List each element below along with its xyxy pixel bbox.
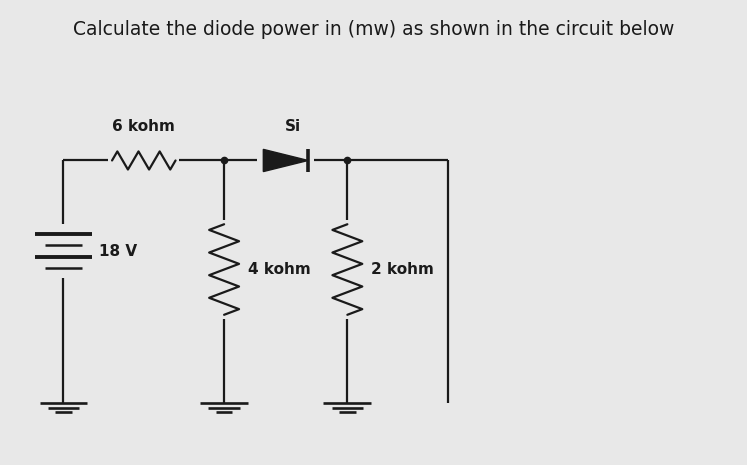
Text: Si: Si	[285, 119, 301, 134]
Polygon shape	[264, 149, 308, 172]
Text: 4 kohm: 4 kohm	[248, 262, 311, 277]
Text: Calculate the diode power in (mw) as shown in the circuit below: Calculate the diode power in (mw) as sho…	[72, 20, 675, 39]
Text: 2 kohm: 2 kohm	[371, 262, 434, 277]
Text: 6 kohm: 6 kohm	[112, 119, 176, 134]
Text: 18 V: 18 V	[99, 244, 137, 259]
